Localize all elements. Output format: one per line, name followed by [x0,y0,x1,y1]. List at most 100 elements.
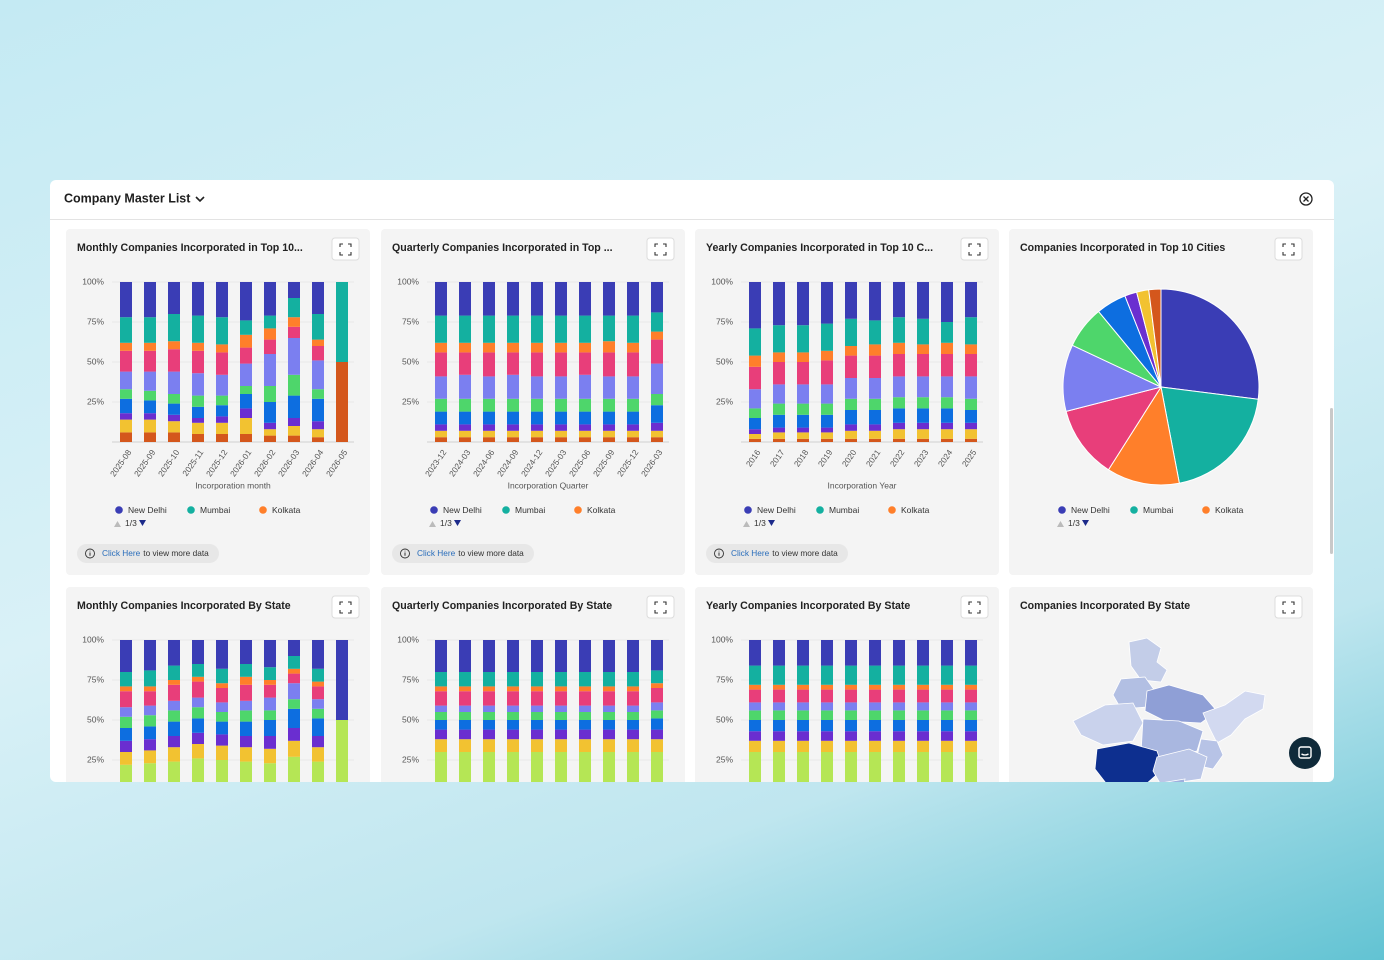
expand-button-box[interactable] [960,595,989,619]
bar-segment [845,346,857,356]
bar-segment [459,430,471,438]
bar-segment [120,686,132,692]
scrollbar[interactable] [1330,408,1333,554]
expand-button[interactable] [960,595,989,619]
chart-card: Yearly Companies Incorporated in Top 10 … [695,229,999,575]
close-button[interactable] [1299,192,1313,206]
bar-segment [312,718,324,736]
bar-segment [579,411,591,425]
pager-next[interactable] [139,520,146,526]
pager-next[interactable] [454,520,461,526]
dropdown-chevron[interactable] [195,196,205,203]
pager-prev[interactable] [114,521,121,527]
bar-segment [216,745,228,760]
bar-segment [893,740,905,752]
expand-icon[interactable] [654,601,667,614]
chat-button[interactable] [1288,736,1322,770]
x-axis-title: Incorporation Quarter [508,480,589,490]
bar-segment [941,731,953,741]
expand-icon[interactable] [654,243,667,256]
bar-segment [797,325,809,353]
bar-segment [531,739,543,752]
bar-segment [651,363,663,394]
expand-button-box[interactable] [331,595,360,619]
pager-prev[interactable] [429,521,436,527]
chart-card: Monthly Companies Incorporated in Top 10… [66,229,370,575]
expand-button-box[interactable] [1274,595,1303,619]
expand-button-box[interactable] [960,237,989,261]
expand-icon[interactable] [339,243,352,256]
bar-segment [651,437,663,442]
bar-segment [627,739,639,752]
bar-segment [627,437,639,442]
expand-icon[interactable] [1282,601,1295,614]
expand-icon[interactable] [339,601,352,614]
expand-icon[interactable] [1282,243,1295,256]
bar-segment [579,430,591,438]
dashboard-grid: Monthly Companies Incorporated in Top 10… [50,220,1334,782]
map-region [1152,748,1208,782]
expand-icon[interactable] [968,601,981,614]
bar-segment [845,398,857,410]
bar-segment [435,729,447,740]
bar-segment [120,764,132,782]
expand-button-box[interactable] [331,237,360,261]
bar-segment [579,437,591,442]
card-title: Companies Incorporated By State [1020,600,1190,612]
bar-segment [579,352,591,375]
bar-segment [749,731,761,741]
bar-segment [797,731,809,741]
expand-button[interactable] [646,595,675,619]
expand-button[interactable] [1274,595,1303,619]
expand-button-box[interactable] [646,595,675,619]
bar-segment [579,640,591,672]
modal-title[interactable]: Company Master List [64,191,191,205]
note-link[interactable]: Click Here [417,548,456,558]
expand-button-box[interactable] [646,237,675,261]
bar-segment [312,346,324,361]
x-axis-title: Incorporation month [195,480,271,490]
bar-segment [288,728,300,741]
pager-next[interactable] [768,520,775,526]
bar-segment [555,430,567,438]
note-link[interactable]: Click Here [102,548,141,558]
bar-segment [192,406,204,418]
bar-segment [459,282,471,316]
pager-prev[interactable] [1057,521,1064,527]
bar-segment [821,323,833,351]
bar-segment [459,342,471,353]
bar-segment [773,403,785,415]
legend-marker [259,506,267,514]
bar-segment [507,430,519,438]
legend-label: Mumbai [515,505,545,515]
card-title: Quarterly Companies Incorporated By Stat… [392,600,612,612]
note-link[interactable]: Click Here [731,548,770,558]
bar-segment [264,354,276,386]
expand-button[interactable] [331,595,360,619]
bar-segment [435,739,447,752]
bar-segment [941,438,953,442]
bar-segment [483,686,495,692]
bar-segment [797,702,809,711]
y-tick-label: 50% [402,356,419,366]
expand-icon[interactable] [968,243,981,256]
bar-segment [435,282,447,316]
bar-segment [773,665,785,685]
expand-button[interactable] [331,237,360,261]
bar-segment [507,437,519,442]
expand-button[interactable] [1274,237,1303,261]
expand-button[interactable] [646,237,675,261]
expand-button-box[interactable] [1274,237,1303,261]
pager-prev[interactable] [743,521,750,527]
bar-segment [893,422,905,430]
expand-button[interactable] [960,237,989,261]
pager-next[interactable] [1082,520,1089,526]
bar-segment [288,708,300,728]
bar-segment [435,672,447,687]
bar-segment [483,376,495,399]
bar-segment [651,339,663,364]
pie-slice [1148,288,1162,388]
bar-segment [192,664,204,677]
bar-segment [845,710,857,720]
bar-segment [192,373,204,396]
